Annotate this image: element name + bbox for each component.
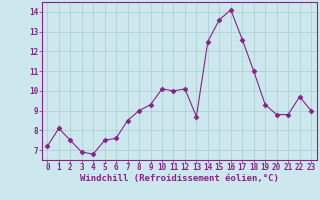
X-axis label: Windchill (Refroidissement éolien,°C): Windchill (Refroidissement éolien,°C): [80, 174, 279, 183]
